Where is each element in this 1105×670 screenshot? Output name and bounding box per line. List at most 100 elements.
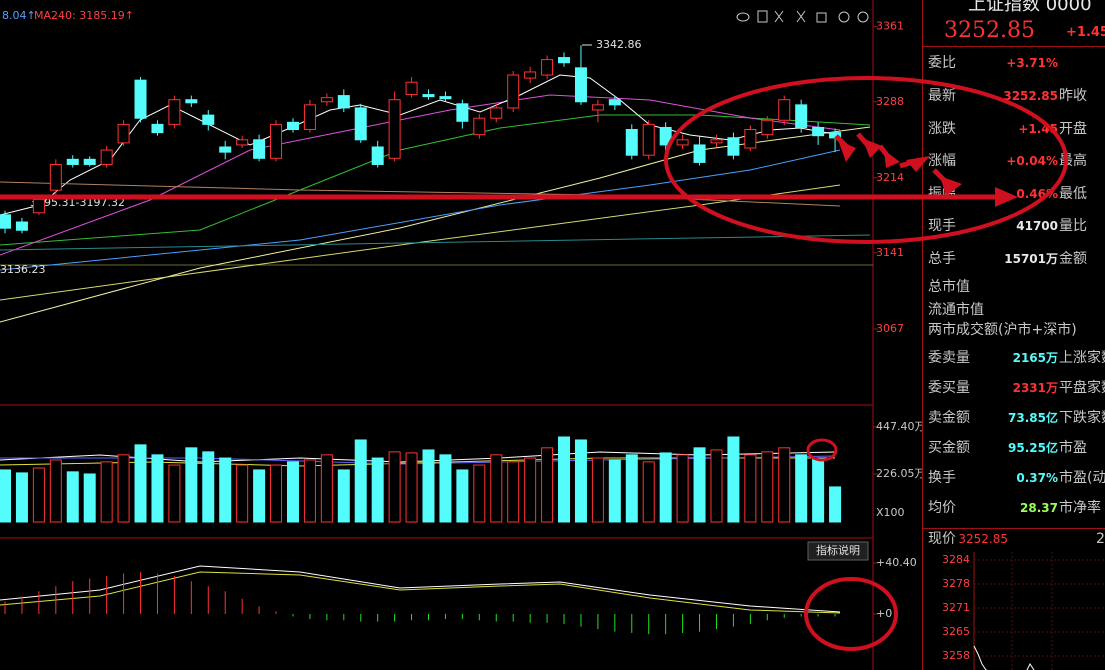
candle-body	[778, 99, 791, 121]
y-tick-label: +40.40	[876, 556, 917, 569]
indicator-button-label[interactable]: 指标说明	[816, 543, 860, 557]
intraday-tick-label: 3265	[942, 625, 970, 638]
row-label2: 最高	[1059, 153, 1087, 169]
legend-ma240: MA240: 3185.19↑	[34, 9, 134, 22]
candle-body	[100, 149, 113, 165]
quote-change: +1.45	[1066, 25, 1105, 40]
volume-bar	[49, 459, 62, 523]
row-label: 两市成交额(沪市+深市)	[928, 322, 1077, 338]
row-value: 41700	[1016, 219, 1058, 233]
candle-body	[320, 97, 333, 103]
candle-body	[473, 117, 486, 136]
volume-bar	[253, 469, 266, 523]
ma-line	[0, 181, 841, 207]
now-extra: 20	[1096, 531, 1105, 547]
candle-body	[66, 158, 79, 165]
candle-body	[202, 114, 215, 125]
candle-body	[812, 126, 825, 137]
row-label: 现手	[928, 218, 956, 234]
volume-bar	[371, 457, 384, 523]
candle-body	[32, 198, 45, 214]
volume-bar	[541, 447, 554, 523]
candle-body	[710, 139, 723, 144]
row-label2: 最低	[1059, 186, 1087, 202]
row-label: 涨幅	[928, 153, 956, 169]
quote-row: 均价 28.37 市净率	[928, 497, 1105, 519]
icon-zoom-in[interactable]	[838, 11, 850, 23]
quote-row: 换手 0.37%市盈(动)	[928, 467, 1105, 489]
icon-cut[interactable]	[796, 10, 806, 23]
moving-averages	[0, 74, 871, 614]
quote-row: 委比 +3.71%	[928, 52, 1105, 74]
candle-body	[524, 71, 537, 79]
divider	[922, 528, 1105, 529]
candle-body	[337, 95, 350, 109]
volume-bar	[710, 449, 723, 523]
candle-body	[439, 96, 452, 100]
candle-body	[168, 99, 181, 125]
row-value: 2165万	[1012, 351, 1058, 365]
candle-body	[625, 129, 638, 156]
candle-body	[236, 139, 249, 146]
row-value: +0.04%	[1006, 154, 1058, 168]
icon-eye[interactable]	[736, 12, 750, 22]
candle-body	[727, 137, 740, 156]
volume-bar	[151, 454, 164, 523]
now-label: 现价	[928, 531, 956, 547]
row-label2: 开盘	[1059, 121, 1087, 137]
candle-body	[558, 57, 571, 64]
row-label: 最新	[928, 88, 956, 104]
y-tick-label: 3067	[876, 322, 904, 335]
volume-bar	[591, 457, 604, 523]
icon-lock[interactable]	[816, 12, 827, 23]
candle-body	[422, 94, 435, 98]
candle-body	[49, 163, 62, 191]
candle-body	[354, 107, 367, 141]
macd-line	[0, 565, 841, 613]
y-tick-label: 3288	[876, 95, 904, 108]
icon-arrows[interactable]	[774, 10, 784, 23]
candle-body	[659, 126, 672, 146]
ma-line	[0, 234, 871, 251]
candle-body	[829, 132, 842, 139]
quote-row: 流通市值	[928, 299, 1105, 321]
row-value: 0.37%	[1016, 471, 1058, 485]
candle-body	[405, 81, 418, 96]
quote-row: 买金额 95.25亿 市盈	[928, 437, 1105, 459]
volume-bar	[778, 447, 791, 523]
quote-row: 涨幅 +0.04% 最高	[928, 150, 1105, 172]
toolbar[interactable]	[736, 10, 869, 23]
row-label2: 量比	[1059, 218, 1087, 234]
quote-row: 总市值	[928, 276, 1105, 298]
volume-bar	[795, 454, 808, 523]
volume-bar	[676, 454, 689, 523]
intraday-line	[1026, 663, 1035, 670]
low-annotation: 3136.23	[0, 263, 46, 276]
candle-body	[642, 123, 655, 156]
volume-bar	[456, 469, 469, 523]
quote-row: 现手 41700 量比	[928, 215, 1105, 237]
row-label: 委比	[928, 55, 956, 71]
icon-hand[interactable]	[757, 10, 768, 23]
volume-bar	[625, 454, 638, 523]
row-label2: 昨收	[1059, 88, 1087, 104]
high-annotation: 3342.86	[596, 38, 642, 51]
quote-row: 总手 15701万 金额	[928, 248, 1105, 270]
intraday-line	[973, 645, 988, 670]
row-label2: 市净率	[1059, 500, 1101, 516]
y-tick-label: 226.05万	[876, 467, 922, 480]
volume-bar	[0, 469, 11, 523]
indicator-button[interactable]	[807, 541, 869, 561]
legend-ma: 8.04↑	[2, 9, 36, 22]
row-value: 2331万	[1012, 381, 1058, 395]
candle-body	[761, 119, 774, 136]
quote-row: 两市成交额(沪市+深市)	[928, 319, 1105, 341]
row-label: 涨跌	[928, 121, 956, 137]
volume-bar	[727, 436, 740, 523]
row-label: 买金额	[928, 440, 970, 456]
candle-body	[15, 221, 28, 231]
row-label2: 市盈(动)	[1059, 470, 1105, 486]
volume-bar	[270, 464, 283, 523]
icon-zoom-out[interactable]	[857, 11, 869, 23]
volume-bar	[524, 457, 537, 523]
